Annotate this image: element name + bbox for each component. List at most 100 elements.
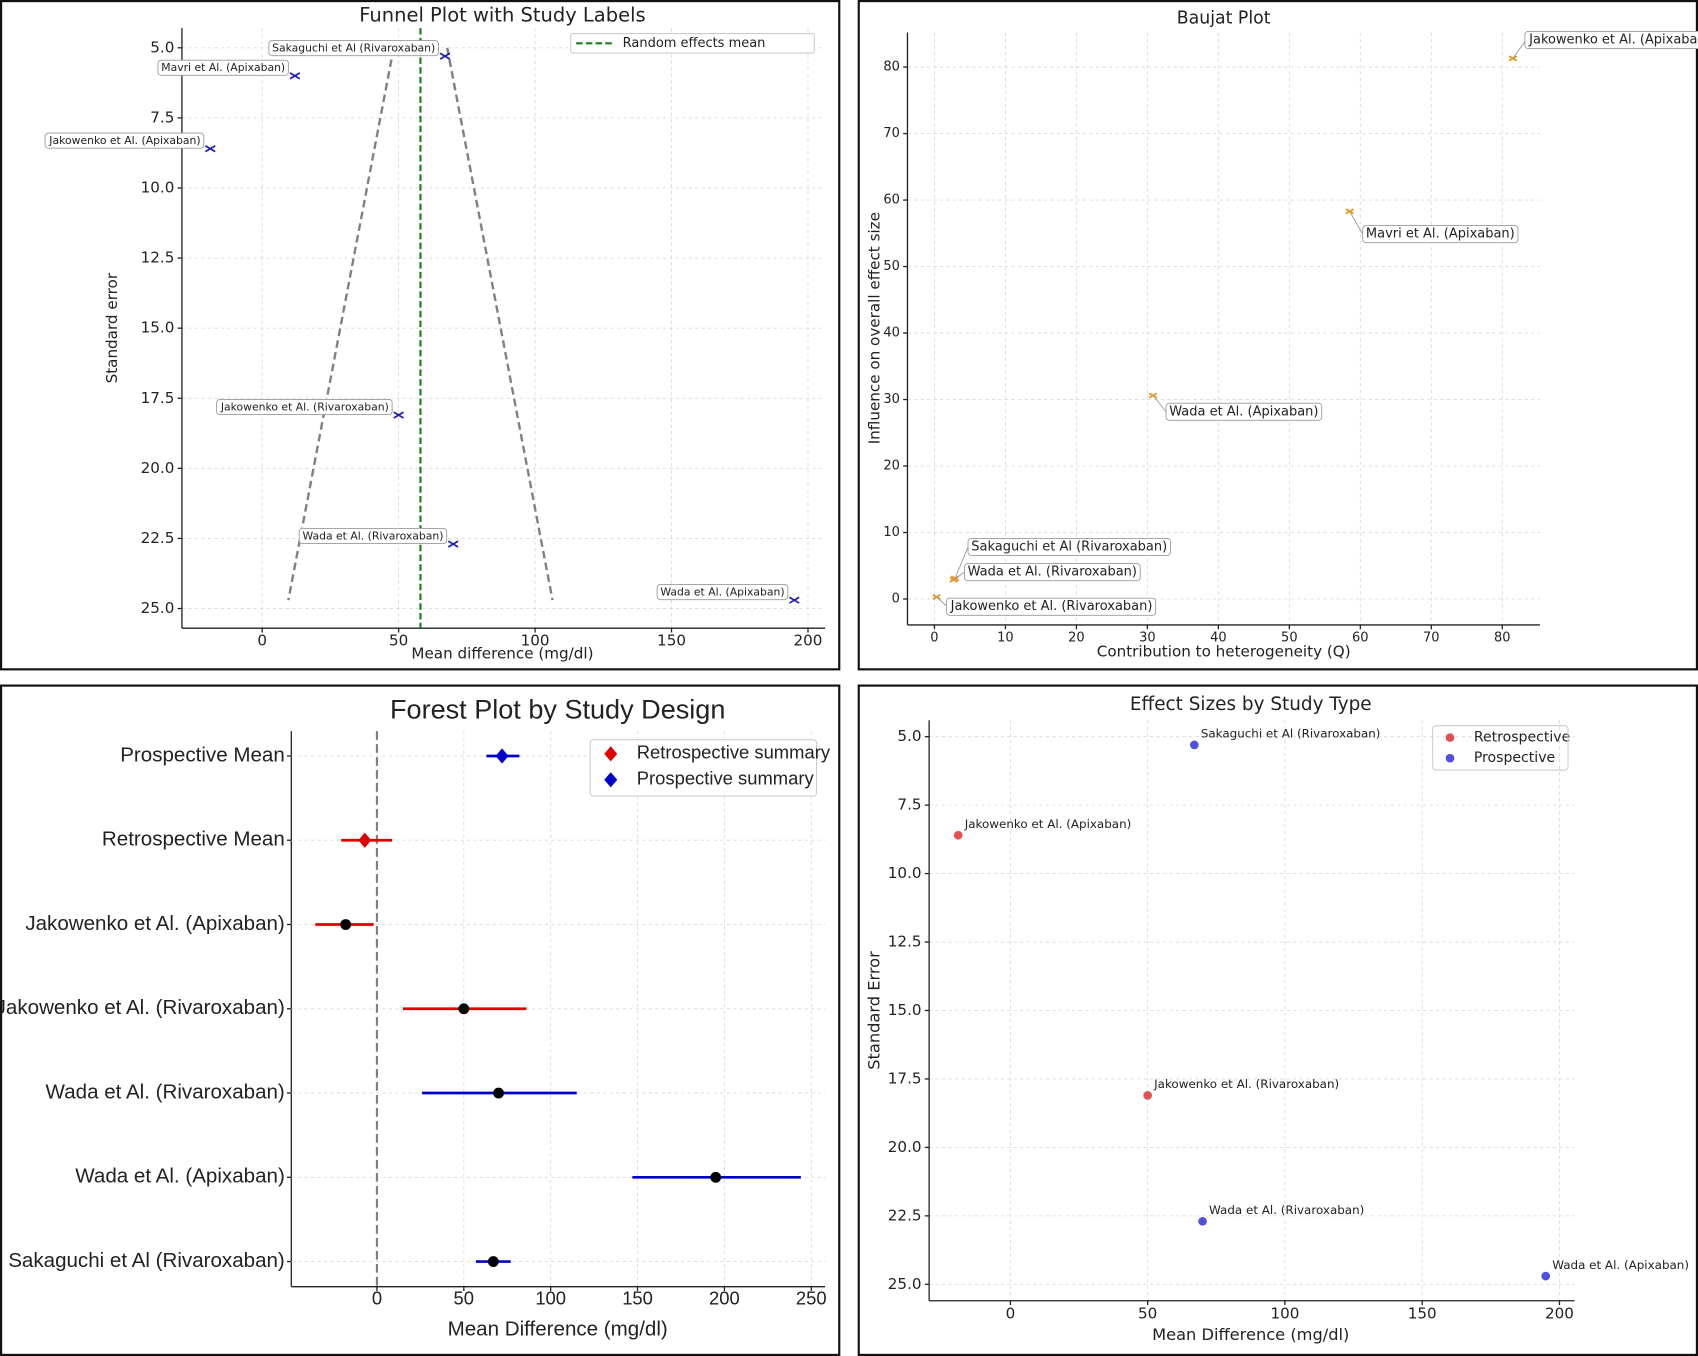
x-tick-label: 200: [794, 632, 823, 650]
y-tick-label: 25.0: [888, 1275, 922, 1293]
x-tick-label: 0: [930, 630, 938, 645]
label-box: [964, 563, 1141, 582]
label-box: [656, 584, 789, 601]
y-tick-label: 0: [892, 591, 900, 606]
label-connector: [1512, 39, 1527, 59]
y-tick-label: 7.5: [897, 796, 921, 814]
y-tick-label: 17.5: [141, 389, 175, 407]
x-tick-label: 250: [796, 1288, 827, 1309]
point-label: Wada et Al. (Apixaban): [1552, 1258, 1689, 1272]
study-marker: [340, 919, 352, 930]
x-tick-label: 60: [1352, 630, 1369, 645]
chart-title: Baujat Plot: [1177, 8, 1271, 28]
y-tick-label: 12.5: [888, 933, 922, 951]
point: [1198, 1217, 1207, 1226]
marker: [1508, 55, 1518, 62]
x-tick-label: 150: [622, 1288, 653, 1309]
label-box: [1362, 225, 1519, 244]
y-tick-label: 40: [883, 326, 900, 341]
point-label: Jakowenko et Al. (Rivaroxaban): [1153, 1077, 1339, 1091]
label-box: [1165, 402, 1323, 421]
y-tick-label: 5.0: [897, 727, 921, 745]
x-axis-label: Mean difference (mg/dl): [411, 645, 593, 663]
panel-border: [0, 0, 841, 671]
y-tick-label: 10.0: [888, 864, 922, 882]
legend-label: Prospective summary: [637, 768, 815, 789]
point: [1143, 1091, 1152, 1100]
y-tick-label: 60: [883, 193, 900, 208]
marker: [932, 593, 941, 601]
y-tick-label: 20.0: [141, 459, 175, 477]
x-tick-label: 40: [1210, 630, 1227, 645]
point-label: Jakowenko et Al. (Rivaroxaban): [220, 401, 389, 414]
point-label: Jakowenko et Al. (Apixaban): [1528, 33, 1698, 48]
y-axis-label: Influence on overall effect size: [865, 212, 883, 444]
y-tick-label: Jakowenko et Al. (Rivaroxaban): [0, 996, 285, 1019]
y-tick-label: 17.5: [888, 1069, 922, 1087]
marker: [1148, 392, 1158, 399]
x-tick-label: 30: [1139, 630, 1156, 645]
legend-box: [589, 739, 818, 797]
panel-border: [857, 684, 1698, 1356]
y-tick-label: 15.0: [141, 319, 175, 337]
point-label: Wada et Al. (Apixaban): [660, 586, 784, 599]
y-tick-label: Sakaguchi et Al (Rivaroxaban): [8, 1249, 285, 1272]
x-tick-label: 50: [1138, 1304, 1157, 1322]
x-axis-label: Mean Difference (mg/dl): [448, 1317, 668, 1340]
x-axis-label: Contribution to heterogeneity (Q): [1097, 643, 1351, 661]
y-tick-label: 80: [883, 60, 900, 75]
legend-label: Prospective: [1474, 750, 1555, 766]
point-label: Wada et Al. (Rivaroxaban): [968, 565, 1137, 580]
legend-marker: [1445, 733, 1455, 742]
x-axis-label: Mean Difference (mg/dl): [1152, 1325, 1349, 1344]
y-axis-label: Standard error: [103, 272, 121, 383]
y-axis-label: Standard Error: [864, 951, 883, 1070]
x-tick-label: 80: [1494, 630, 1511, 645]
x-tick-label: 150: [657, 632, 686, 650]
x-tick-label: 0: [257, 632, 267, 650]
marker: [1345, 208, 1354, 215]
y-tick-label: 22.5: [888, 1206, 922, 1224]
panel-border: [0, 684, 841, 1356]
label-box: [157, 59, 289, 76]
y-tick-label: 70: [883, 126, 900, 141]
y-tick-label: 10.0: [141, 178, 175, 196]
point-label: Wada et Al. (Apixaban): [1169, 404, 1318, 419]
study-marker: [487, 1256, 499, 1267]
point-label: Sakaguchi et Al (Rivaroxaban): [272, 42, 435, 55]
point-label: Jakowenko et Al. (Apixaban): [48, 134, 200, 147]
y-tick-label: Jakowenko et Al. (Apixaban): [25, 912, 284, 935]
legend-label: Retrospective summary: [637, 742, 831, 763]
point-label: Sakaguchi et Al (Rivaroxaban): [971, 539, 1167, 554]
label-box: [298, 527, 448, 544]
label-box: [268, 40, 439, 57]
study-marker: [458, 1003, 470, 1015]
panel-border: [857, 0, 1698, 671]
y-tick-label: 20.0: [888, 1138, 922, 1156]
y-tick-label: 15.0: [888, 1001, 922, 1019]
label-box: [967, 537, 1171, 556]
legend-box: [570, 33, 815, 54]
x-tick-label: 50: [1281, 630, 1298, 645]
label-connector: [1349, 211, 1364, 235]
legend-label: Random effects mean: [623, 36, 766, 51]
y-tick-label: Wada et Al. (Rivaroxaban): [46, 1080, 285, 1103]
y-tick-label: 20: [883, 459, 900, 474]
legend-box: [1432, 725, 1569, 771]
x-tick-label: 100: [1270, 1304, 1299, 1322]
summary-marker: [358, 832, 372, 848]
marker: [393, 411, 404, 419]
x-tick-label: 10: [997, 630, 1014, 645]
funnel-line: [287, 47, 395, 601]
x-tick-label: 150: [1408, 1304, 1437, 1322]
point-label: Sakaguchi et Al (Rivaroxaban): [1201, 727, 1381, 741]
x-tick-label: 100: [521, 632, 550, 650]
point-label: Jakowenko et Al. (Apixaban): [964, 817, 1132, 831]
label-connector: [954, 546, 969, 579]
y-tick-label: 12.5: [141, 249, 175, 267]
y-tick-label: 25.0: [141, 599, 175, 617]
x-tick-label: 50: [389, 632, 408, 650]
point: [1541, 1271, 1551, 1281]
summary-marker: [495, 748, 509, 764]
